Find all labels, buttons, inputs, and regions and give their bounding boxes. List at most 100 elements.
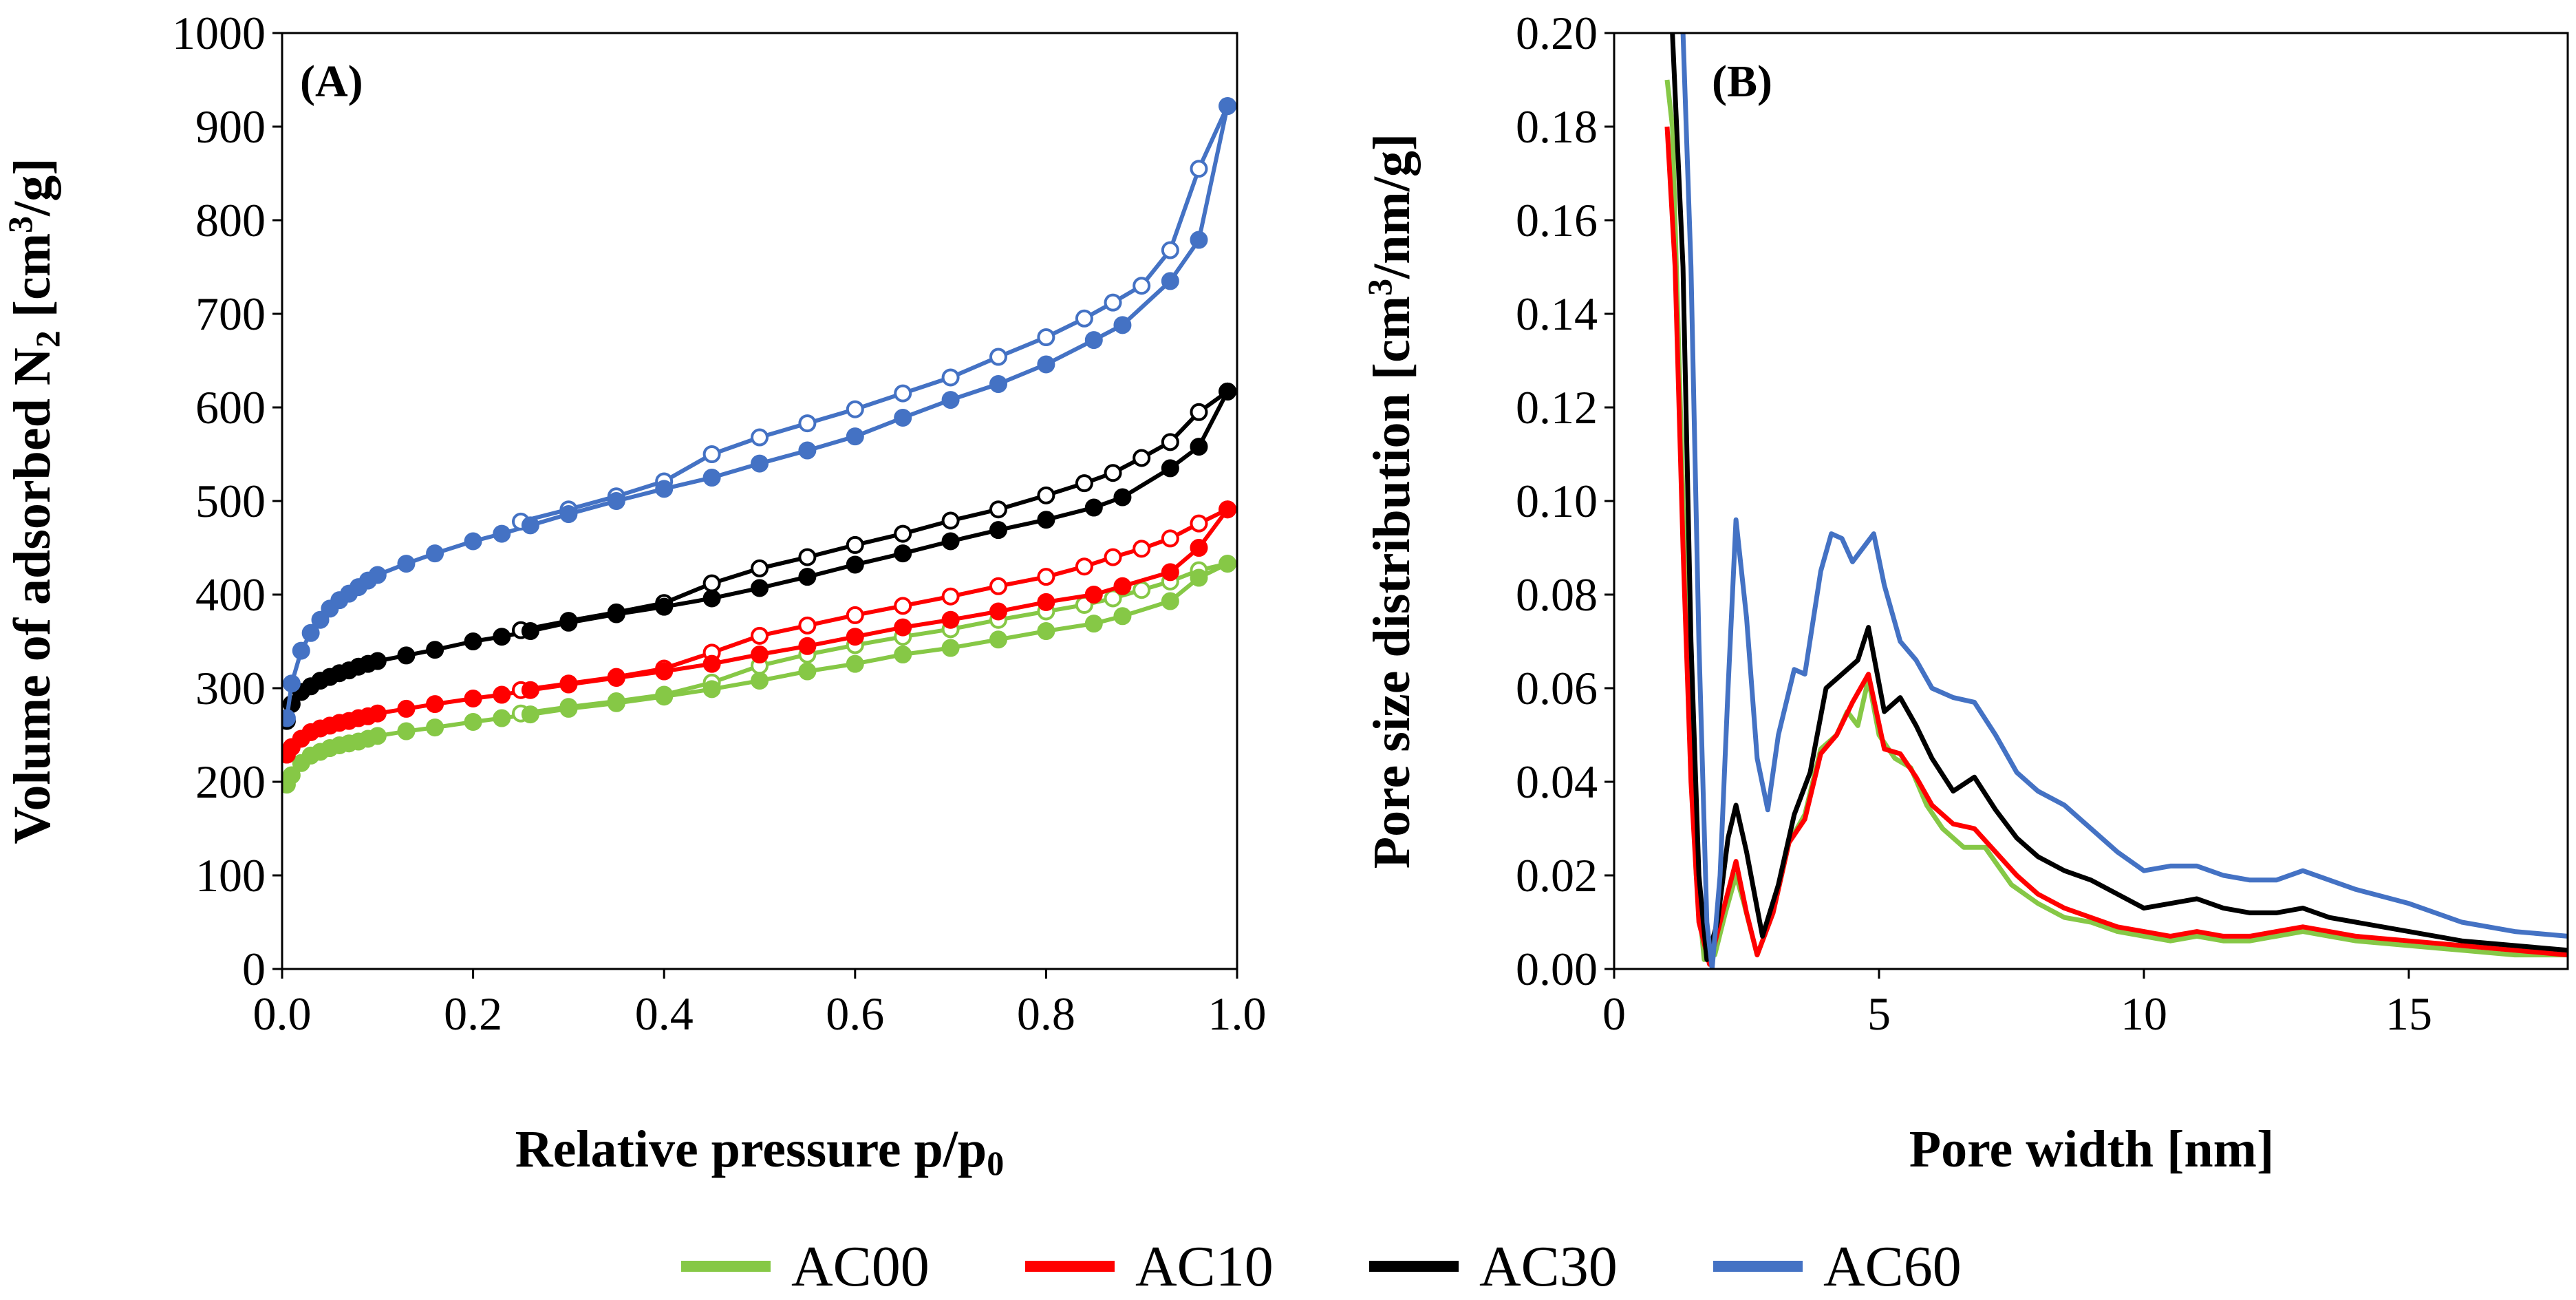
panel-b-y-tick-label: 0.08 xyxy=(1516,568,1598,621)
legend-label-ac60: AC60 xyxy=(1823,1235,1962,1299)
panel-a-ac60-desorption-point xyxy=(1075,309,1093,328)
panel-a-ac00-adsorption-point xyxy=(282,766,301,785)
panel-a-ac10-desorption-point xyxy=(1161,529,1179,548)
panel-a-ac30-adsorption-point xyxy=(894,544,912,563)
panel-a-ac60-adsorption-point xyxy=(846,427,864,446)
panel-a-ac60-adsorption-point xyxy=(1084,331,1103,350)
panel-a-x-tick-label: 1.0 xyxy=(1208,988,1267,1040)
panel-a-ac10-adsorption-point xyxy=(464,689,482,707)
panel-b-y-tick-label: 0.18 xyxy=(1516,100,1598,153)
panel-a-ac00-adsorption-point xyxy=(464,712,482,731)
panel-a-ac10-desorption-point xyxy=(1037,568,1055,586)
legend: AC00 AC10 AC30 AC60 xyxy=(681,1235,1962,1299)
panel-a-ac30-adsorption-point xyxy=(464,632,482,650)
panel-a-ac60-adsorption-point xyxy=(798,441,817,460)
panel-a-ac60-desorption-point xyxy=(1161,241,1179,259)
panel-a-ac60-adsorption-point xyxy=(702,469,721,487)
panel-a-ac00-adsorption-point xyxy=(1084,615,1103,633)
panel-a-ac60-desorption-point xyxy=(798,414,817,433)
panel-a-ac60-adsorption-point xyxy=(751,454,769,473)
panel-a-plot-frame xyxy=(281,32,1238,970)
panel-a-ac10-adsorption-point xyxy=(559,675,578,694)
panel-a-ac00-adsorption-point xyxy=(702,680,721,699)
panel-a-ac10-adsorption-point xyxy=(1190,539,1208,557)
panel-b-y-axis-title: Pore size distribution [cm3/nm/g] xyxy=(1360,134,1421,869)
panel-a-y-tick-label: 100 xyxy=(195,849,266,902)
panel-a-ac60-desorption-point xyxy=(1037,328,1055,346)
panel-a-ac30-adsorption-point xyxy=(655,597,674,616)
panel-a-ac60-adsorption-point xyxy=(292,641,310,660)
panel-a-ac60-adsorption-point xyxy=(493,524,511,543)
panel-b-x-axis-title: Pore width [nm] xyxy=(1909,1120,2275,1178)
panel-a-ac00-adsorption-point xyxy=(798,662,817,681)
panel-b-y-tick-label: 0.20 xyxy=(1516,7,1598,59)
panel-a-x-axis-title: Relative pressure p/p0 xyxy=(515,1120,1004,1182)
panel-a-ac00-adsorption-point xyxy=(397,722,416,740)
panel-a-y-tick-label: 900 xyxy=(195,100,266,153)
panel-a-ac00-adsorption-point xyxy=(1190,568,1208,587)
panel-a-ac00-adsorption-point xyxy=(607,694,625,712)
panel-a-y-axis-title: Volume of adsorbed N2 [cm3/g] xyxy=(1,158,67,844)
panel-a-ac10-desorption-point xyxy=(798,616,817,635)
panel-a-ac60-desorption-point xyxy=(1133,277,1151,295)
panel-b-label: (B) xyxy=(1712,56,1772,107)
panel-b-y-tick-label: 0.06 xyxy=(1516,662,1598,714)
panel-b-chart: 0.00 0.02 0.04 0.06 0.08 0.10 0.12 0.14 0.16 0.18… xyxy=(1360,7,2569,1178)
panel-a-ac60-adsorption-point xyxy=(464,532,482,551)
panel-a-chart: 0 100 200 300 400 500 600 700 800 900 1000 0.0 0.2 0.… xyxy=(1,7,1267,1182)
panel-a-ac30-desorption-point xyxy=(941,511,960,530)
panel-b-x-tick-label: 0 xyxy=(1602,988,1626,1040)
panel-a-ac10-adsorption-point xyxy=(1037,593,1055,611)
panel-a-ac10-adsorption-point xyxy=(397,699,416,718)
panel-a-ac30-adsorption-point xyxy=(1113,488,1132,507)
panel-a-x-tick-label: 0.6 xyxy=(826,988,884,1040)
panel-a-ac10-adsorption-point xyxy=(751,646,769,664)
panel-a-x-tick-label: 0.8 xyxy=(1017,988,1075,1040)
panel-a-ac30-desorption-point xyxy=(1133,449,1151,467)
panel-a-ac30-adsorption-point xyxy=(751,579,769,597)
panel-a-ac00-adsorption-point xyxy=(989,630,1007,649)
panel-a-ac30-desorption-point xyxy=(751,559,769,577)
panel-a-ac60-desorption-point xyxy=(846,400,864,418)
panel-a-ac10-desorption-point xyxy=(894,597,912,615)
panel-a-x-tick-label: 0.2 xyxy=(444,988,502,1040)
panel-a-ac10-adsorption-point xyxy=(702,654,721,673)
panel-a-ac60-adsorption-point xyxy=(282,709,296,727)
panel-a-ac10-adsorption-point xyxy=(1113,577,1132,595)
panel-a-ac10-adsorption-point xyxy=(941,610,960,629)
panel-a-ac30-desorption-point xyxy=(1104,464,1122,482)
panel-b-series xyxy=(1664,33,2568,969)
panel-a-x-tick-label: 0.0 xyxy=(253,988,312,1040)
panel-a-ac60-adsorption-point xyxy=(655,480,674,498)
panel-a-ac60-desorption-point xyxy=(1104,293,1122,312)
panel-a-ac60-adsorption-point xyxy=(282,674,301,693)
legend-item-ac30: AC30 xyxy=(1369,1235,1618,1299)
panel-a-ac00-adsorption-point xyxy=(655,688,674,706)
panel-b-y-tick-label: 0.14 xyxy=(1516,288,1598,340)
panel-a-ac00-desorption-point xyxy=(1133,581,1151,599)
panel-b-ac60-line xyxy=(1680,33,2568,969)
panel-a-ac30-desorption-point xyxy=(894,524,912,543)
panel-a-y-tick-label: 500 xyxy=(195,475,266,527)
panel-a-y-tick-label: 800 xyxy=(195,194,266,246)
panel-a-ac30-adsorption-point xyxy=(1161,459,1179,478)
panel-a-ac30-adsorption-point xyxy=(397,646,416,665)
panel-a-ac10-adsorption-point xyxy=(521,681,539,699)
panel-a-ac10-adsorption-point xyxy=(1084,586,1103,604)
panel-a-ac30-adsorption-point xyxy=(941,532,960,551)
legend-item-ac60: AC60 xyxy=(1713,1235,1962,1299)
legend-item-ac10: AC10 xyxy=(1025,1235,1274,1299)
panel-a-ac30-adsorption-point xyxy=(1190,438,1208,456)
panel-a-ac00-adsorption-point xyxy=(521,705,539,724)
panel-b-y-tick-label: 0.00 xyxy=(1516,943,1598,995)
panel-a-ac30-adsorption-point xyxy=(989,521,1007,540)
panel-a-ac30-desorption-point xyxy=(1190,403,1208,421)
panel-b-y-tick-label: 0.02 xyxy=(1516,849,1598,902)
panel-a-y-tick-label: 600 xyxy=(195,381,266,434)
panel-a-ac10-adsorption-point xyxy=(846,628,864,646)
panel-a-ac60-desorption-point xyxy=(702,445,721,463)
panel-a-ac00-adsorption-point xyxy=(941,639,960,657)
panel-b-y-tick-label: 0.04 xyxy=(1516,756,1598,808)
panel-a-ac60-adsorption-point xyxy=(1219,97,1237,116)
